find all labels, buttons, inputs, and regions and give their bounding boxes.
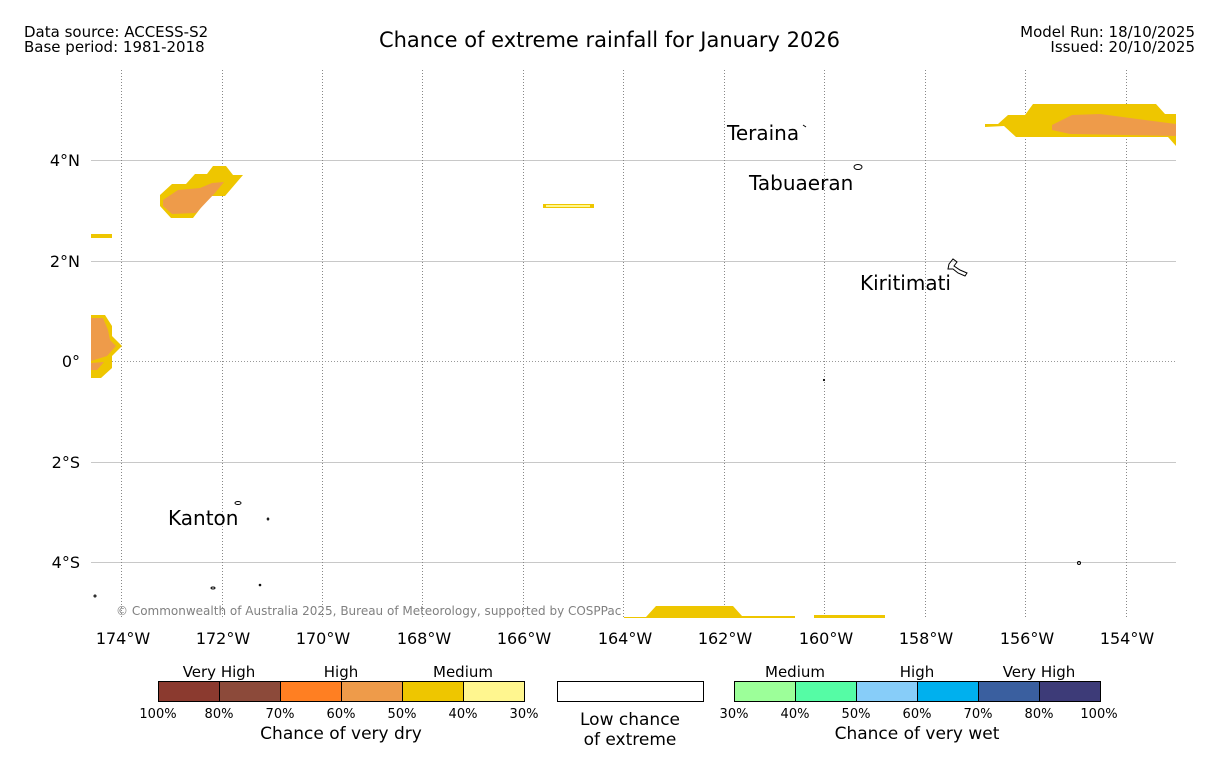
dry-region-medium — [814, 615, 885, 618]
lon-label: 154°W — [1100, 629, 1155, 648]
legend-wet-tick: 80% — [1024, 707, 1054, 722]
legend-dry-swatch — [280, 681, 342, 702]
kanton-island — [234, 501, 242, 505]
lon-label: 162°W — [698, 629, 753, 648]
legend-neutral-swatch — [557, 681, 704, 702]
small-island — [822, 378, 826, 382]
tabuaeran-island — [853, 164, 863, 170]
legend-dry-category: Very High — [182, 663, 256, 681]
legend-wet-tick: 40% — [780, 707, 810, 722]
legend-wet-caption: Chance of very wet — [834, 724, 1000, 744]
dry-region-high — [91, 362, 104, 370]
copyright-notice: © Commonwealth of Australia 2025, Bureau… — [116, 604, 621, 618]
lon-label: 166°W — [497, 629, 552, 648]
header-meta-right: Model Run: 18/10/2025 Issued: 20/10/2025 — [1020, 25, 1195, 55]
dry-region-high — [163, 182, 224, 214]
legend-neutral-line1: Low chance — [580, 710, 680, 730]
legend-dry-swatch — [158, 681, 220, 702]
lat-label: 2°S — [52, 453, 80, 472]
lon-label: 174°W — [96, 629, 151, 648]
lat-label: 4°S — [52, 553, 80, 572]
rainfall-regions — [91, 104, 1176, 618]
legend-wet-swatch — [1039, 681, 1101, 702]
lon-label: 160°W — [799, 629, 854, 648]
dry-region-medium — [624, 606, 795, 618]
lon-label: 156°W — [1000, 629, 1055, 648]
place-label-teraina: Teraina — [726, 121, 799, 145]
legend-dry-tick: 60% — [326, 707, 356, 722]
legend-neutral-line2: of extreme — [583, 730, 677, 750]
place-label-tabuaeran: Tabuaeran — [748, 171, 853, 195]
small-island — [93, 594, 97, 598]
teraina-island — [802, 124, 807, 128]
lon-label: 168°W — [397, 629, 452, 648]
legend-dry-tick: 70% — [265, 707, 295, 722]
header-meta-left: Data source: ACCESS-S2 Base period: 1981… — [24, 25, 208, 55]
legend-wet-swatch — [734, 681, 796, 702]
legend-wet-category: Medium — [765, 663, 825, 681]
legend-dry-tick: 100% — [139, 707, 177, 722]
longitude-gridlines — [121, 70, 1127, 617]
dry-region-high — [91, 318, 116, 361]
legend-dry-tick: 30% — [509, 707, 539, 722]
dry-region-medium — [91, 234, 112, 238]
map-title: Chance of extreme rainfall for January 2… — [378, 28, 841, 52]
data-source-label: Data source: ACCESS-S2 — [24, 23, 209, 41]
kiritimati-island — [947, 258, 968, 277]
lat-label: 4°N — [50, 151, 80, 170]
latitude-gridlines — [91, 160, 1176, 563]
lon-label: 158°W — [899, 629, 954, 648]
lon-label: 164°W — [598, 629, 653, 648]
legend-dry-caption: Chance of very dry — [260, 724, 422, 744]
legend-dry-tick: 40% — [448, 707, 478, 722]
legend-wet-tick: 30% — [719, 707, 749, 722]
model-run-label: Model Run: 18/10/2025 — [1020, 23, 1195, 41]
legend-wet-tick: 70% — [963, 707, 993, 722]
legend-wet-swatch — [856, 681, 918, 702]
issued-label: Issued: 20/10/2025 — [1050, 38, 1195, 56]
lon-label: 172°W — [196, 629, 251, 648]
place-label-kanton: Kanton — [168, 506, 238, 530]
place-label-kiritimati: Kiritimati — [860, 271, 951, 295]
small-island — [1077, 561, 1081, 565]
base-period-label: Base period: 1981-2018 — [24, 38, 205, 56]
longitude-labels: 174°W 172°W 170°W 168°W 166°W 164°W 162°… — [96, 629, 1155, 648]
legend-wet-category: Very High — [1002, 663, 1076, 681]
lat-label: 0° — [62, 352, 80, 371]
latitude-labels: 4°N 2°N 0° 2°S 4°S — [50, 151, 80, 572]
legend-dry-category: High — [323, 663, 359, 681]
legend-wet-tick: 60% — [902, 707, 932, 722]
legend-dry-category: Medium — [433, 663, 493, 681]
small-island — [258, 583, 262, 587]
legend-dry-tick: 50% — [387, 707, 417, 722]
dry-region-low — [546, 205, 590, 207]
dry-region-high — [1052, 114, 1176, 136]
small-island — [210, 586, 216, 590]
legend-dry-swatch — [463, 681, 525, 702]
legend-wet-tick: 100% — [1080, 707, 1118, 722]
legend-wet-swatch — [978, 681, 1040, 702]
legend-wet-swatch — [795, 681, 857, 702]
legend-dry-tick: 80% — [204, 707, 234, 722]
legend-dry-swatch — [219, 681, 281, 702]
legend-dry-swatch — [341, 681, 403, 702]
island-outlines — [93, 124, 1081, 598]
legend-wet-swatch — [917, 681, 979, 702]
lat-label: 2°N — [50, 252, 80, 271]
lon-label: 170°W — [296, 629, 351, 648]
small-island — [266, 517, 270, 521]
legend-wet-tick: 50% — [841, 707, 871, 722]
legend-wet-category: High — [899, 663, 935, 681]
legend-dry-swatch — [402, 681, 464, 702]
